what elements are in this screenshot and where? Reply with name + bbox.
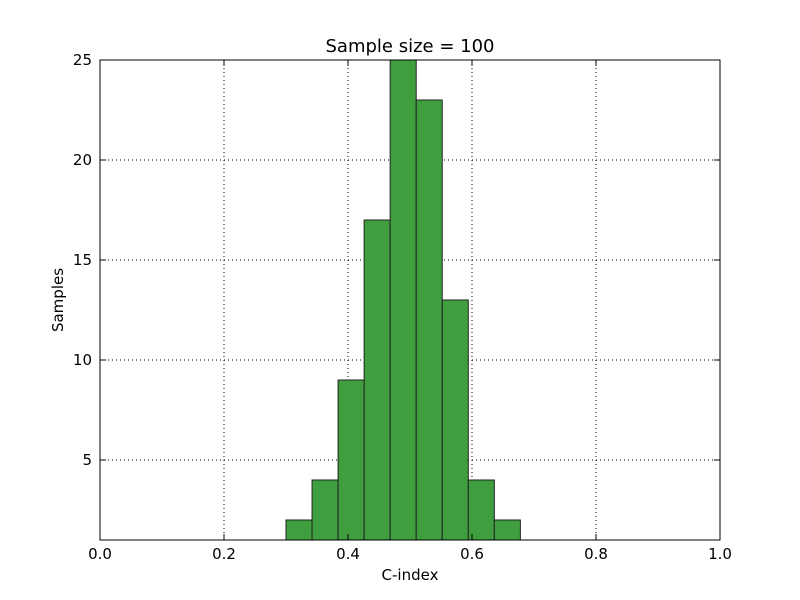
y-tick-label: 10 [73,351,92,369]
x-tick-label: 0.8 [584,545,608,563]
y-tick-label: 20 [73,151,92,169]
histogram-bar [442,300,468,540]
x-tick-label: 1.0 [708,545,732,563]
histogram-bar [390,60,416,540]
histogram-bar [468,480,494,540]
histogram-bar [416,100,442,540]
y-tick-label: 25 [73,51,92,69]
y-tick-label: 15 [73,251,92,269]
x-tick-label: 0.0 [88,545,112,563]
y-axis-label: Samples [49,268,67,332]
histogram-bar [286,520,312,540]
histogram-bar [338,380,364,540]
histogram-bars [286,60,546,540]
histogram-bar [364,220,390,540]
chart-title: Sample size = 100 [326,36,495,57]
y-tick-label: 5 [82,451,92,469]
x-axis-label: C-index [382,566,439,584]
histogram-bar [312,480,338,540]
histogram-bar [494,520,520,540]
x-tick-label: 0.6 [460,545,484,563]
x-tick-label: 0.4 [336,545,360,563]
x-tick-label: 0.2 [212,545,236,563]
